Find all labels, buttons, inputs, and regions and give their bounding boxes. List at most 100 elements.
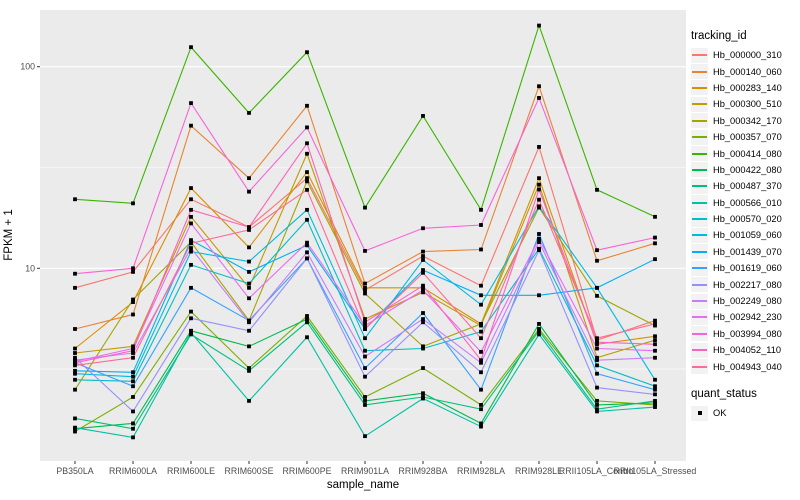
x-tick-label: RRIM928LE: [515, 466, 563, 476]
legend-key-line-icon: [692, 86, 707, 89]
data-point: [595, 340, 599, 345]
data-point: [421, 283, 425, 288]
data-point: [595, 398, 599, 403]
legend-entry: Hb_002249_080: [691, 293, 799, 309]
data-point: [363, 205, 367, 210]
data-point: [189, 238, 193, 243]
data-point: [653, 214, 657, 219]
legend-key-line-icon: [692, 70, 707, 73]
data-point: [537, 248, 541, 253]
x-tick-label: RRII105LA_Control: [559, 466, 635, 476]
data-point: [595, 346, 599, 351]
legend-key-line-icon: [692, 136, 707, 139]
data-point: [653, 377, 657, 382]
data-point: [537, 293, 541, 298]
data-point: [247, 245, 251, 250]
data-point: [247, 328, 251, 333]
data-point: [189, 221, 193, 226]
data-point: [131, 201, 135, 206]
data-point: [363, 281, 367, 286]
data-point: [73, 197, 77, 202]
legend-key-line-icon: [692, 119, 707, 122]
legend-label: Hb_003994_080: [713, 328, 782, 339]
data-point: [479, 349, 483, 354]
data-point: [247, 296, 251, 301]
data-point: [421, 288, 425, 292]
legend-label: OK: [713, 408, 727, 418]
legend-label: Hb_004943_040: [713, 361, 782, 372]
data-point: [421, 268, 425, 272]
data-point: [305, 187, 309, 192]
data-point: [479, 424, 483, 429]
data-point: [421, 114, 425, 118]
data-point: [595, 403, 599, 407]
legend-entry: Hb_001439_070: [691, 244, 799, 260]
legend-title-tracking-id: tracking_id: [691, 30, 747, 42]
data-point: [247, 285, 251, 290]
legend-key-box: [691, 64, 708, 80]
legend-key-box: [691, 244, 708, 260]
legend-entry: Hb_001059_060: [691, 227, 799, 243]
legend-key-box: [691, 405, 708, 421]
data-point: [131, 297, 135, 302]
data-point: [247, 176, 251, 181]
legend-entry: Hb_000414_080: [691, 145, 799, 162]
data-point: [305, 240, 309, 245]
x-tick-label: RRIM928LA: [457, 466, 505, 476]
legend-key-line-icon: [692, 349, 707, 352]
data-point: [479, 223, 483, 227]
legend-entry: Hb_000422_080: [691, 162, 799, 178]
data-point: [537, 84, 541, 89]
data-point: [189, 101, 193, 105]
data-point: [363, 323, 367, 328]
legend-label: Hb_001619_060: [713, 263, 782, 274]
data-point: [189, 186, 193, 190]
data-point: [305, 320, 309, 325]
data-point: [595, 336, 599, 341]
data-point: [305, 207, 309, 212]
data-point: [537, 197, 541, 202]
legend-key-box: [691, 113, 708, 129]
data-point: [305, 141, 309, 146]
data-point: [537, 321, 541, 326]
data-point: [73, 327, 77, 331]
data-point: [421, 270, 425, 275]
legend-entry: Hb_001619_060: [691, 260, 799, 276]
data-point: [595, 293, 599, 298]
data-point: [421, 258, 425, 262]
data-point: [363, 354, 367, 359]
data-point: [305, 243, 309, 248]
data-point: [247, 366, 251, 370]
data-point: [363, 288, 367, 292]
data-point: [537, 96, 541, 100]
data-point: [479, 293, 483, 298]
data-point: [189, 123, 193, 128]
data-point: [653, 338, 657, 343]
legend-key-line-icon: [692, 316, 707, 319]
data-point: [189, 45, 193, 50]
legend-label: Hb_002249_080: [713, 296, 782, 307]
data-point: [653, 398, 657, 403]
data-point: [537, 23, 541, 28]
data-point: [595, 338, 599, 343]
data-point: [653, 400, 657, 405]
data-point: [131, 266, 135, 271]
data-point: [131, 379, 135, 384]
data-point: [363, 320, 367, 325]
data-point: [421, 311, 425, 315]
data-point: [305, 50, 309, 55]
legend-key-box: [691, 260, 708, 276]
data-point: [247, 110, 251, 115]
data-point: [131, 351, 135, 355]
data-point: [189, 197, 193, 202]
data-point: [537, 187, 541, 192]
x-tick-label: RRII105LA_Stressed: [614, 466, 697, 476]
data-point: [653, 334, 657, 339]
legend-entry: Hb_000300_510: [691, 96, 799, 112]
data-point: [247, 320, 251, 325]
data-point: [363, 395, 367, 399]
legend-label: Hb_002217_080: [713, 279, 782, 290]
legend-key-box: [691, 227, 708, 243]
data-point: [537, 328, 541, 333]
